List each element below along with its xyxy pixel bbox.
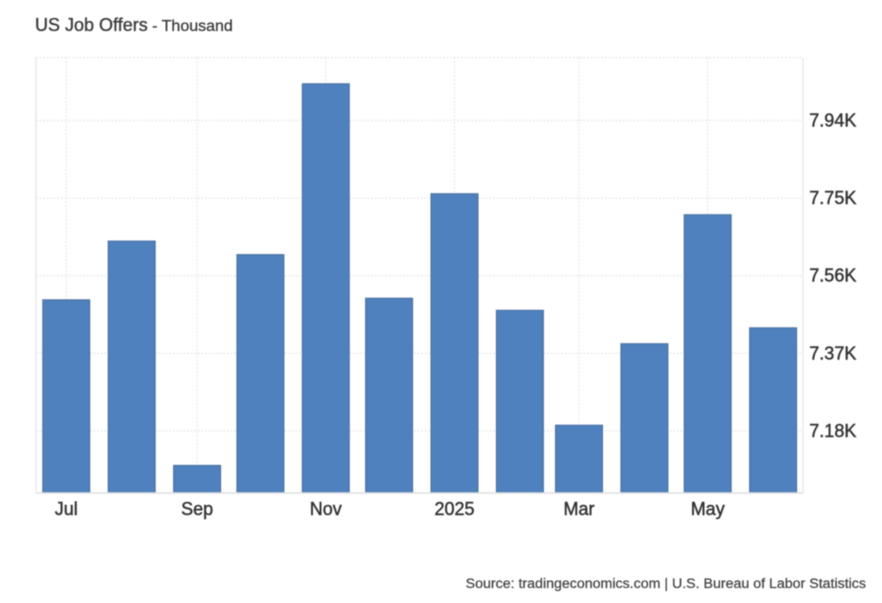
svg-text:Sep: Sep bbox=[181, 499, 213, 519]
svg-text:7.94K: 7.94K bbox=[809, 111, 856, 131]
svg-text:Nov: Nov bbox=[310, 499, 342, 519]
svg-text:2025: 2025 bbox=[434, 499, 474, 519]
svg-text:7.75K: 7.75K bbox=[809, 188, 856, 208]
svg-text:Jul: Jul bbox=[55, 499, 78, 519]
svg-text:7.37K: 7.37K bbox=[809, 343, 856, 363]
svg-text:7.18K: 7.18K bbox=[809, 421, 856, 441]
svg-text:7.56K: 7.56K bbox=[809, 266, 856, 286]
svg-text:Mar: Mar bbox=[564, 499, 595, 519]
svg-text:May: May bbox=[691, 499, 725, 519]
